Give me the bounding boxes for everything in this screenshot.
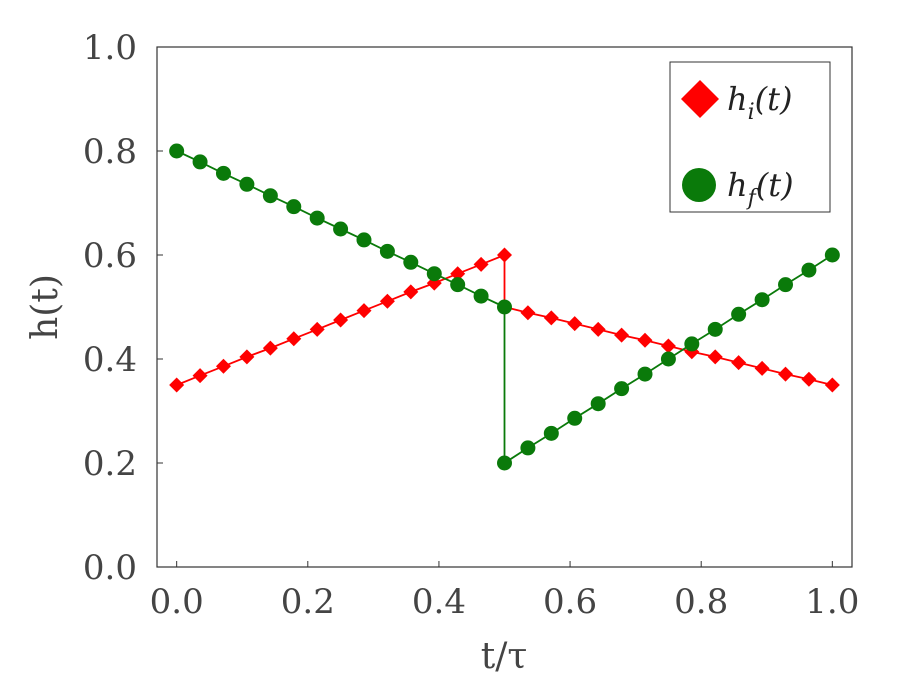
data-point-circle <box>684 336 700 352</box>
data-point-diamond <box>754 360 770 376</box>
data-point-circle <box>590 396 606 412</box>
data-point-circle <box>239 176 255 192</box>
data-point-circle <box>309 210 325 226</box>
x-tick-label: 0.8 <box>674 582 728 622</box>
y-axis-title: h(t) <box>25 274 66 340</box>
data-point-circle <box>192 154 208 170</box>
data-point-diamond <box>707 349 723 365</box>
legend-label-h-i-arg: (t) <box>755 80 793 118</box>
data-point-circle <box>520 440 536 456</box>
data-point-diamond <box>778 366 794 382</box>
x-tick-label: 0.6 <box>543 582 597 622</box>
y-tick-label: 0.0 <box>83 548 137 588</box>
data-point-diamond <box>614 327 630 343</box>
x-tick-label: 0.0 <box>150 582 204 622</box>
data-point-diamond <box>379 293 395 309</box>
legend-label-h-f-base: h <box>727 166 748 204</box>
data-point-circle <box>497 299 512 315</box>
data-point-circle <box>333 221 349 237</box>
data-point-circle <box>801 262 817 278</box>
data-point-diamond <box>169 377 185 393</box>
data-point-diamond <box>473 256 489 272</box>
data-point-diamond <box>497 247 512 263</box>
data-point-circle <box>543 425 559 441</box>
data-point-circle <box>215 165 231 181</box>
series-layer <box>169 143 840 471</box>
x-axis-title: t/τ <box>481 636 528 677</box>
data-point-circle <box>403 254 419 270</box>
legend-label-h-i: hi(t) <box>727 80 792 125</box>
data-point-diamond <box>567 316 583 332</box>
legend: hi(t) hf(t) <box>669 61 831 213</box>
data-point-circle <box>169 143 185 159</box>
data-point-diamond <box>239 349 255 365</box>
data-point-circle <box>473 288 489 304</box>
data-point-circle <box>450 277 466 293</box>
data-point-circle <box>731 306 747 322</box>
x-tick-label: 0.2 <box>281 582 335 622</box>
data-point-diamond <box>824 377 840 393</box>
data-point-circle <box>356 232 372 248</box>
legend-marker-h-f <box>682 168 716 202</box>
data-point-diamond <box>262 340 278 356</box>
x-axis: 0.0 0.2 0.4 0.6 0.8 1.0 <box>150 561 859 622</box>
data-point-diamond <box>660 338 676 354</box>
data-point-diamond <box>356 303 372 319</box>
data-point-circle <box>707 321 723 337</box>
legend-label-h-f-arg: (t) <box>756 166 794 204</box>
y-axis: 0.0 0.2 0.4 0.6 0.8 1.0 <box>83 28 163 588</box>
data-point-diamond <box>286 331 302 347</box>
data-point-diamond <box>192 368 208 384</box>
legend-label-h-i-sub: i <box>748 100 755 125</box>
data-point-circle <box>497 455 512 471</box>
data-point-diamond <box>543 310 559 326</box>
data-point-diamond <box>309 321 325 337</box>
legend-marker-h-i <box>681 80 719 118</box>
data-point-circle <box>286 199 302 215</box>
plot-area-frame <box>156 46 853 568</box>
y-tick-label: 0.2 <box>83 444 137 484</box>
data-point-diamond <box>801 371 817 387</box>
data-point-diamond <box>590 321 606 337</box>
data-point-circle <box>567 410 583 426</box>
data-point-diamond <box>450 266 466 282</box>
data-point-diamond <box>215 358 231 374</box>
data-point-circle <box>660 351 676 367</box>
y-tick-label: 0.4 <box>83 340 137 380</box>
y-tick-label: 0.8 <box>83 132 137 172</box>
y-tick-label: 1.0 <box>83 28 137 68</box>
legend-label-h-f: hf(t) <box>727 166 794 211</box>
data-point-circle <box>426 266 442 282</box>
data-point-circle <box>614 381 630 397</box>
data-point-diamond <box>520 305 536 321</box>
data-point-circle <box>262 188 278 204</box>
data-point-diamond <box>333 312 349 328</box>
data-point-diamond <box>637 332 653 348</box>
data-point-circle <box>379 243 395 259</box>
legend-label-h-i-base: h <box>727 80 748 118</box>
data-point-diamond <box>731 355 747 371</box>
x-tick-label: 1.0 <box>805 582 859 622</box>
data-point-circle <box>637 366 653 382</box>
x-tick-label: 0.4 <box>412 582 466 622</box>
data-point-circle <box>754 292 770 308</box>
y-tick-label: 0.6 <box>83 236 137 276</box>
data-point-diamond <box>403 284 419 300</box>
data-point-circle <box>778 277 794 293</box>
data-point-circle <box>824 247 840 263</box>
